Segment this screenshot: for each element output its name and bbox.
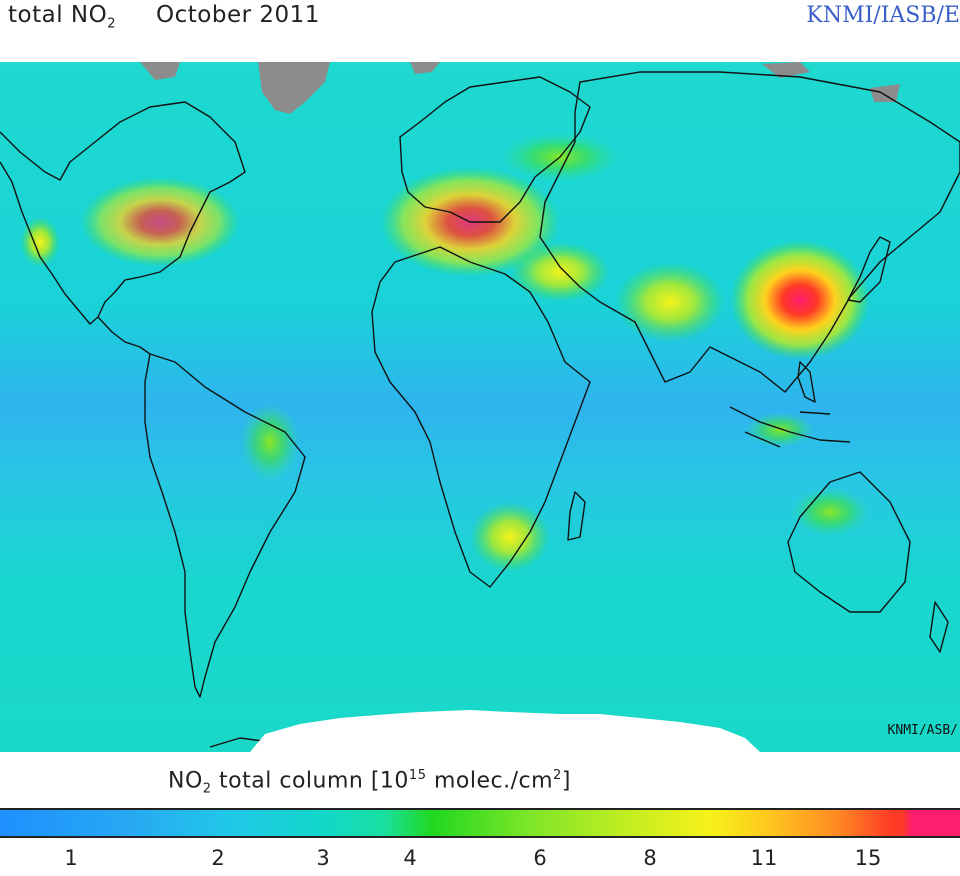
coastlines bbox=[0, 71, 960, 748]
missing-siberia bbox=[762, 62, 810, 78]
no-data-region bbox=[250, 710, 760, 752]
missing-east-arctic bbox=[870, 84, 900, 102]
coast-philippines bbox=[797, 361, 816, 403]
hotspot-east-asia bbox=[730, 240, 870, 360]
world-map: KNMI/ASB/ bbox=[0, 62, 960, 752]
hotspot-australia bbox=[790, 487, 870, 537]
colorbar-title: NO2 total column [1015 molec./cm2] bbox=[168, 768, 571, 797]
coast-new-zealand bbox=[929, 601, 949, 653]
colorbar-tick: 2 bbox=[211, 846, 225, 870]
hotspot-india bbox=[615, 262, 725, 342]
hotspot-middle-east bbox=[510, 242, 610, 302]
coast-africa bbox=[371, 246, 591, 588]
coast-north-america bbox=[0, 101, 246, 325]
colorbar-title-unit-exponent: 2 bbox=[553, 768, 562, 783]
colorbar-title-species: NO bbox=[168, 768, 203, 794]
colorbar-title-species-subscript: 2 bbox=[202, 781, 212, 797]
hotspot-south-africa bbox=[470, 502, 550, 572]
title-date: October 2011 bbox=[156, 2, 320, 28]
colorbar-tick: 1 bbox=[64, 846, 78, 870]
credit-label: KNMI/IASB/E bbox=[806, 3, 960, 28]
colorbar-tick: 4 bbox=[403, 846, 417, 870]
missing-data-regions bbox=[140, 62, 900, 114]
colorbar-tick-labels: 1 2 3 4 6 8 11 15 bbox=[0, 846, 960, 876]
colorbar-title-text: total column [10 bbox=[211, 768, 409, 794]
no2-hotspots bbox=[20, 132, 870, 572]
coast-australia bbox=[787, 471, 911, 613]
coast-madagascar bbox=[567, 491, 586, 541]
hotspot-california bbox=[20, 217, 60, 267]
title-species: total NO bbox=[8, 2, 108, 28]
map-title: total NO2 October 2011 bbox=[8, 2, 320, 32]
missing-canada-arctic bbox=[140, 62, 180, 80]
coast-indonesia bbox=[729, 406, 851, 448]
hotspot-brazil bbox=[240, 402, 300, 482]
colorbar-tick: 11 bbox=[750, 846, 778, 870]
hotspot-indonesia bbox=[745, 412, 815, 448]
colorbar-title-close: ] bbox=[561, 768, 571, 794]
title-species-subscript: 2 bbox=[107, 16, 116, 32]
colorbar-tick: 15 bbox=[854, 846, 882, 870]
colorbar-title-units: molec./cm bbox=[426, 768, 554, 794]
missing-greenland bbox=[258, 62, 330, 114]
colorbar-tick: 6 bbox=[533, 846, 547, 870]
coast-central-america bbox=[97, 316, 151, 355]
coast-japan bbox=[847, 236, 891, 303]
ocean-background bbox=[0, 62, 960, 752]
colorbar-title-exponent: 15 bbox=[408, 768, 427, 783]
hotspot-north-america bbox=[80, 177, 240, 267]
map-watermark: KNMI/ASB/ bbox=[888, 723, 958, 738]
colorbar-tick: 8 bbox=[643, 846, 657, 870]
coast-south-america bbox=[144, 353, 306, 698]
coast-europe bbox=[399, 76, 591, 223]
colorbar-tick: 3 bbox=[316, 846, 330, 870]
missing-svalbard bbox=[410, 62, 440, 74]
colorbar bbox=[0, 808, 960, 838]
coast-asia bbox=[539, 71, 960, 393]
